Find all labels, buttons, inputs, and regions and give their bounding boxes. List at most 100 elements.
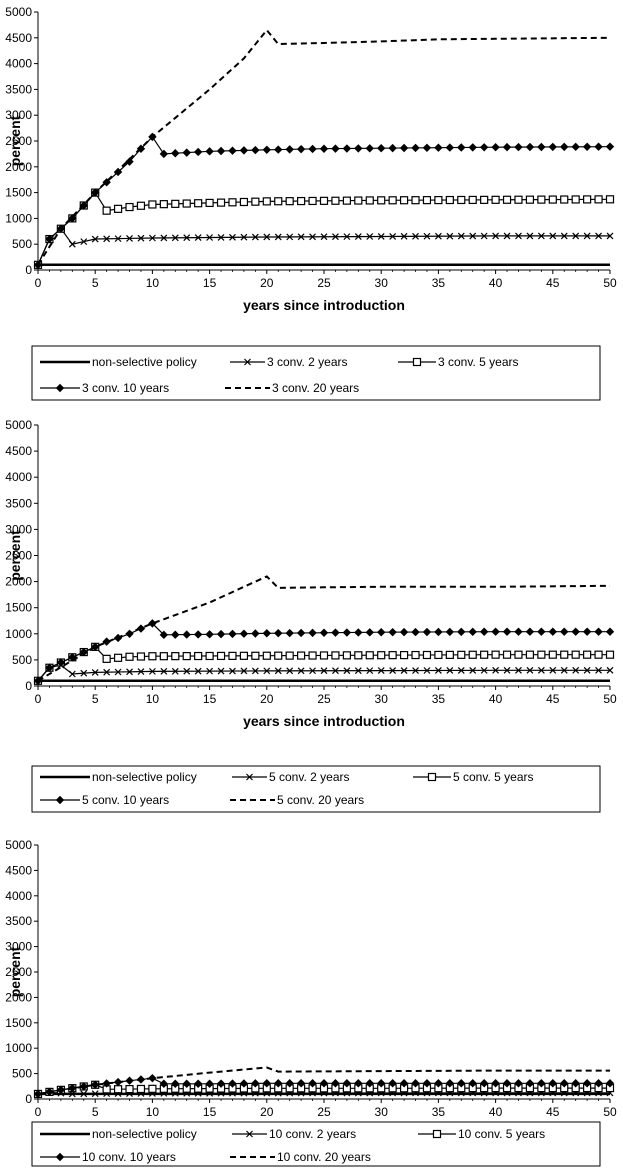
- data-point: [182, 630, 191, 639]
- data-point: [332, 233, 339, 241]
- data-point: [342, 144, 352, 153]
- legend-marker: [55, 383, 65, 393]
- data-point: [549, 232, 557, 240]
- data-point: [263, 233, 271, 241]
- legend-box: [31, 1121, 601, 1167]
- data-point: [422, 143, 432, 153]
- data-point: [239, 197, 249, 207]
- data-point: [365, 1079, 374, 1088]
- data-point: [56, 658, 66, 667]
- data-point: [366, 233, 374, 240]
- data-point: [377, 667, 385, 675]
- data-point: [571, 1079, 580, 1088]
- y-tick-label: 1500: [5, 186, 32, 200]
- data-point: [68, 240, 76, 248]
- data-point: [193, 1079, 203, 1088]
- data-point: [354, 144, 363, 153]
- data-point: [411, 1079, 420, 1088]
- data-point: [136, 201, 146, 210]
- data-point: [605, 650, 615, 659]
- y-tick-label: 0: [25, 1092, 32, 1106]
- data-point: [342, 196, 351, 205]
- legend-label: 5 conv. 20 years: [277, 793, 364, 807]
- x-tick-label: 45: [546, 692, 560, 706]
- legend-label: 10 conv. 2 years: [269, 1127, 356, 1141]
- data-point: [537, 232, 545, 240]
- data-point: [216, 629, 226, 639]
- data-point: [388, 143, 397, 153]
- data-point: [45, 234, 54, 244]
- data-point: [296, 628, 306, 638]
- data-point: [354, 233, 362, 240]
- data-point: [285, 145, 294, 154]
- data-point: [331, 1079, 340, 1088]
- data-point: [594, 195, 603, 204]
- legend-marker: [246, 773, 253, 781]
- data-point: [205, 198, 214, 208]
- legend-marker: [427, 772, 437, 782]
- data-point: [194, 651, 203, 661]
- data-point: [365, 196, 374, 205]
- data-point: [297, 667, 305, 675]
- legend-box: [31, 765, 601, 813]
- data-point: [571, 627, 580, 636]
- legend-label: non-selective policy: [92, 770, 197, 784]
- data-point: [80, 238, 88, 246]
- data-point: [457, 627, 466, 637]
- y-tick-label: 1000: [5, 627, 32, 641]
- data-point: [193, 630, 203, 639]
- data-point: [319, 196, 329, 205]
- data-point: [491, 650, 500, 659]
- data-point: [537, 666, 545, 674]
- data-point: [605, 1079, 615, 1088]
- data-point: [171, 667, 179, 675]
- y-axis-title: percent: [7, 946, 23, 997]
- data-point: [159, 652, 168, 661]
- data-point: [560, 627, 569, 636]
- data-point: [376, 628, 386, 637]
- data-point: [560, 1079, 569, 1088]
- data-point: [560, 232, 568, 240]
- data-point: [595, 232, 602, 240]
- y-tick-label: 4000: [5, 57, 32, 71]
- data-point: [160, 667, 168, 675]
- data-point: [320, 667, 328, 675]
- data-point: [537, 650, 546, 659]
- data-point: [285, 628, 294, 638]
- chart-1: 0500100015002000250030003500400045005000…: [5, 5, 617, 401]
- x-tick-label: 30: [375, 1105, 389, 1119]
- data-point: [285, 197, 294, 206]
- data-point: [193, 147, 203, 157]
- x-tick-label: 10: [146, 1105, 160, 1119]
- y-tick-label: 3000: [5, 522, 32, 536]
- data-point: [606, 666, 614, 674]
- data-point: [457, 232, 465, 240]
- data-point: [389, 232, 397, 240]
- data-point: [125, 652, 134, 661]
- data-point: [560, 666, 568, 674]
- data-point: [422, 627, 432, 637]
- data-point: [400, 667, 408, 674]
- x-tick-label: 35: [432, 692, 446, 706]
- data-point: [514, 627, 523, 636]
- data-point: [572, 232, 580, 240]
- data-point: [503, 666, 511, 674]
- data-point: [113, 653, 123, 662]
- data-point: [332, 667, 339, 675]
- data-point: [251, 145, 260, 155]
- x-tick-label: 10: [146, 276, 160, 290]
- data-point: [594, 1079, 603, 1088]
- data-point: [228, 629, 237, 639]
- data-point: [113, 1085, 123, 1094]
- data-point: [308, 196, 317, 206]
- data-point: [434, 143, 443, 152]
- data-point: [262, 1079, 272, 1088]
- data-point: [126, 668, 133, 676]
- data-point: [216, 1079, 226, 1088]
- legend-label: 5 conv. 2 years: [269, 770, 349, 784]
- data-point: [309, 667, 316, 675]
- legend-label: 10 conv. 5 years: [458, 1127, 545, 1141]
- data-point: [423, 667, 431, 674]
- data-point: [80, 1090, 88, 1098]
- data-point: [343, 667, 351, 675]
